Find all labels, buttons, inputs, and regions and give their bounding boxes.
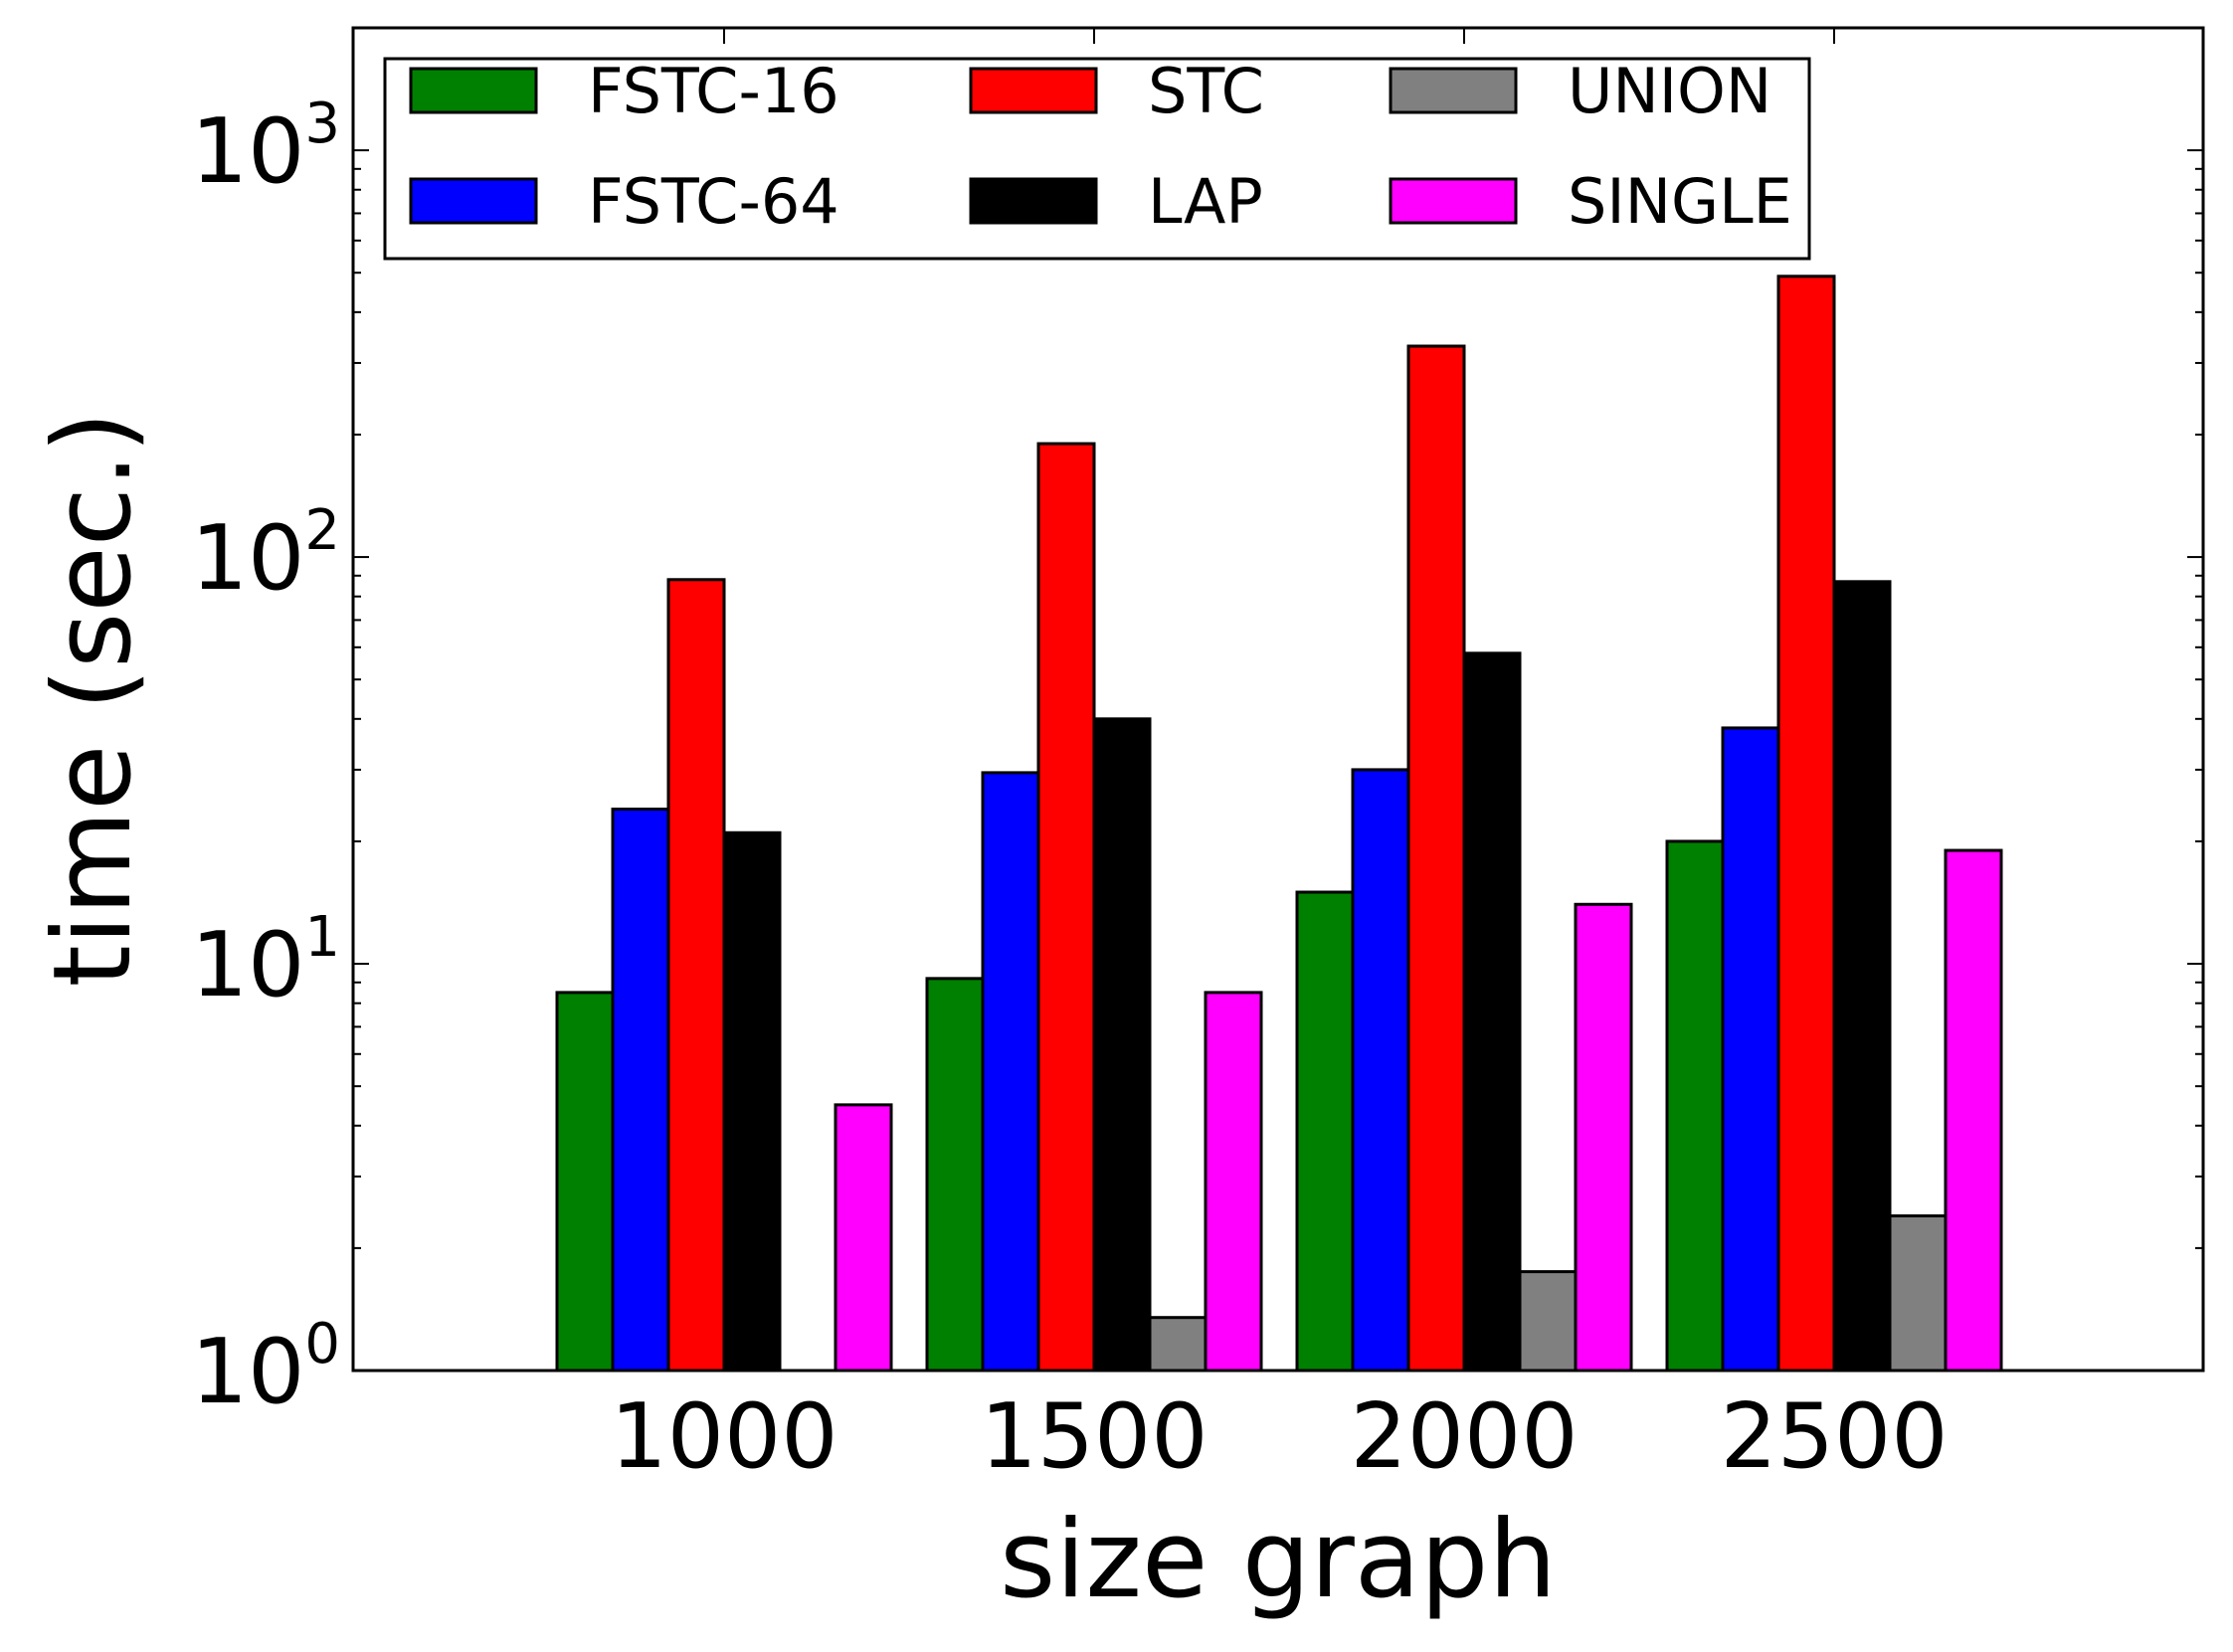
legend-swatch-union (1389, 67, 1518, 114)
legend-label-single: SINGLE (1568, 165, 1792, 238)
legend-label-fstc-16: FSTC-16 (588, 55, 839, 127)
legend-swatch-fstc-64 (409, 177, 538, 225)
bar-single-1500 (1204, 991, 1263, 1373)
legend-label-lap: LAP (1148, 165, 1263, 238)
legend-label-union: UNION (1568, 55, 1771, 127)
bar-fstc-16-2500 (1665, 839, 1725, 1373)
bar-lap-2500 (1832, 580, 1892, 1373)
axis-ticks (353, 27, 2203, 1372)
bar-stc-2000 (1406, 344, 1466, 1373)
y-axis-label: time (sec.) (31, 411, 155, 987)
y-tick-label: 102 (191, 498, 340, 611)
x-tick-labels: 1000 1500 2000 2500 (610, 1384, 1948, 1489)
legend-swatch-stc (969, 67, 1098, 114)
legend-swatch-single (1389, 177, 1518, 225)
legend-label-fstc-64: FSTC-64 (588, 165, 839, 238)
bars-layer (555, 275, 2003, 1373)
y-tick-label: 100 (191, 1312, 340, 1424)
y-tick-labels: 100 101 102 103 (191, 92, 340, 1424)
bar-union-2000 (1518, 1270, 1578, 1373)
legend-swatch-fstc-16 (409, 67, 538, 114)
bar-lap-2000 (1462, 651, 1522, 1373)
bar-union-2500 (1888, 1214, 1948, 1373)
x-tick-label: 2000 (1350, 1384, 1578, 1489)
plot-area-frame (351, 26, 2205, 1373)
bar-fstc-16-1000 (555, 991, 615, 1373)
bar-lap-1500 (1092, 717, 1152, 1373)
x-tick-label: 1500 (980, 1384, 1208, 1489)
bar-lap-1000 (722, 830, 782, 1373)
bar-union-1500 (1148, 1316, 1208, 1373)
legend-swatch-lap (969, 177, 1098, 225)
bar-fstc-64-1000 (611, 808, 670, 1373)
bar-fstc-16-1500 (925, 977, 985, 1373)
bar-fstc-16-2000 (1295, 890, 1355, 1373)
bar-stc-1500 (1036, 442, 1096, 1373)
bar-single-2000 (1574, 902, 1633, 1373)
bar-stc-2500 (1776, 275, 1836, 1373)
x-tick-label: 2500 (1720, 1384, 1948, 1489)
bar-fstc-64-2000 (1351, 768, 1410, 1373)
x-axis-label: size graph (1000, 1498, 1557, 1622)
bar-stc-1000 (666, 578, 726, 1373)
bar-single-2500 (1944, 848, 2003, 1373)
y-tick-label: 101 (191, 905, 340, 1017)
x-tick-label: 1000 (610, 1384, 837, 1489)
legend-label-stc: STC (1148, 55, 1264, 127)
legend: FSTC-16 FSTC-64 STC LAP UNION SINGLE (383, 55, 1811, 261)
bar-single-1000 (834, 1103, 893, 1373)
y-tick-label: 103 (191, 92, 340, 204)
bar-fstc-64-2500 (1721, 726, 1780, 1373)
bar-fstc-64-1500 (981, 771, 1040, 1373)
